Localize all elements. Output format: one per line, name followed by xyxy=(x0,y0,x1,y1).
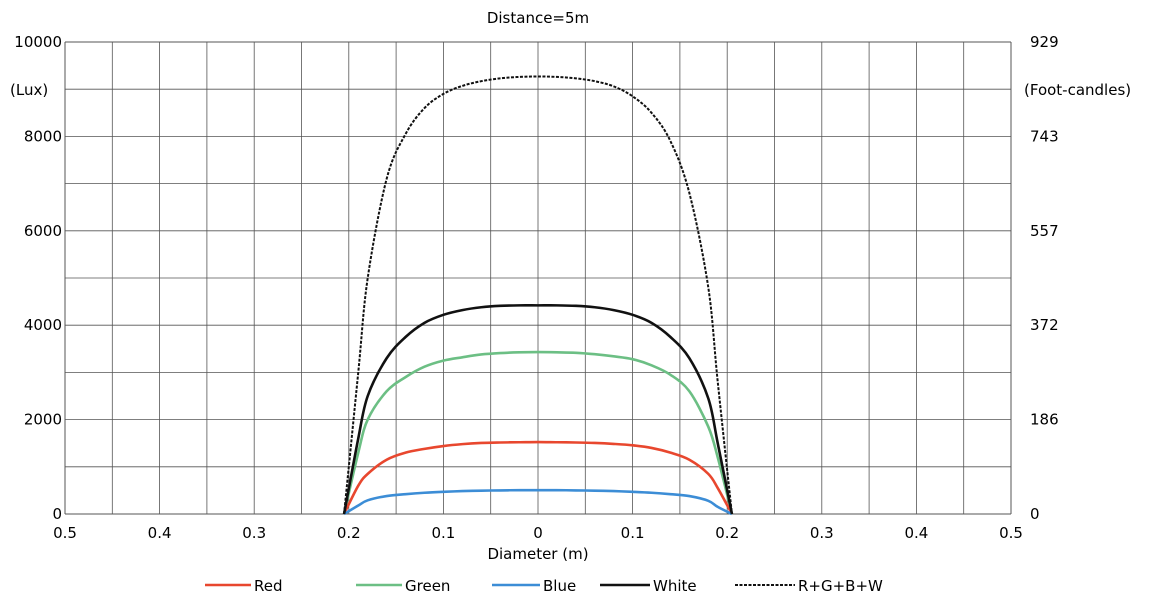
y-axis-left-label: (Lux) xyxy=(10,81,48,99)
x-tick-label: 0.3 xyxy=(242,524,266,542)
y-tick-label-left: 10000 xyxy=(14,33,62,51)
x-tick-label: 0.4 xyxy=(904,524,928,542)
legend: Red Green Blue White R+G+B+W xyxy=(205,577,883,595)
y-tick-label-left: 4000 xyxy=(24,316,62,334)
y-tick-label-left: 0 xyxy=(52,505,62,523)
x-tick-label: 0.1 xyxy=(621,524,645,542)
x-tick-label: 0.4 xyxy=(148,524,172,542)
x-axis-label: Diameter (m) xyxy=(487,545,588,563)
y-tick-label-right: 743 xyxy=(1030,127,1059,145)
series-line-blue xyxy=(343,488,733,516)
y-tick-label-left: 2000 xyxy=(24,411,62,429)
y-tick-label-right: 0 xyxy=(1030,505,1040,523)
y-axis-right-label: (Foot-candles) xyxy=(1024,81,1131,99)
legend-label-white: White xyxy=(653,577,697,595)
y-tick-label-left: 8000 xyxy=(24,127,62,145)
x-tick-label: 0.5 xyxy=(999,524,1023,542)
x-tick-label: 0.1 xyxy=(431,524,455,542)
series-line-r-g-b-w xyxy=(343,75,733,515)
legend-label-green: Green xyxy=(405,577,450,595)
y-tick-label-right: 929 xyxy=(1030,33,1059,51)
y-tick-label-right: 557 xyxy=(1030,222,1059,240)
legend-label-blue: Blue xyxy=(543,577,576,595)
x-tick-label: 0.5 xyxy=(53,524,77,542)
x-tick-label: 0 xyxy=(533,524,543,542)
grid xyxy=(64,41,1012,515)
x-tick-label: 0.3 xyxy=(810,524,834,542)
y-tick-label-right: 186 xyxy=(1030,411,1059,429)
legend-label-r-g-b-w: R+G+B+W xyxy=(798,577,883,595)
series-line-green xyxy=(342,350,734,515)
chart-title: Distance=5m xyxy=(487,9,589,27)
y-tick-label-right: 372 xyxy=(1030,316,1059,334)
series-layer xyxy=(342,75,734,516)
legend-label-red: Red xyxy=(254,577,283,595)
series-line-white xyxy=(342,304,734,515)
axes: 0.5 0.4 0.3 0.2 0.1 0 0.1 0.2 0.3 0.4 0.5020004000… xyxy=(14,33,1058,542)
series-line-red xyxy=(342,440,734,515)
x-tick-label: 0.2 xyxy=(715,524,739,542)
y-tick-label-left: 6000 xyxy=(24,222,62,240)
x-tick-label: 0.2 xyxy=(337,524,361,542)
